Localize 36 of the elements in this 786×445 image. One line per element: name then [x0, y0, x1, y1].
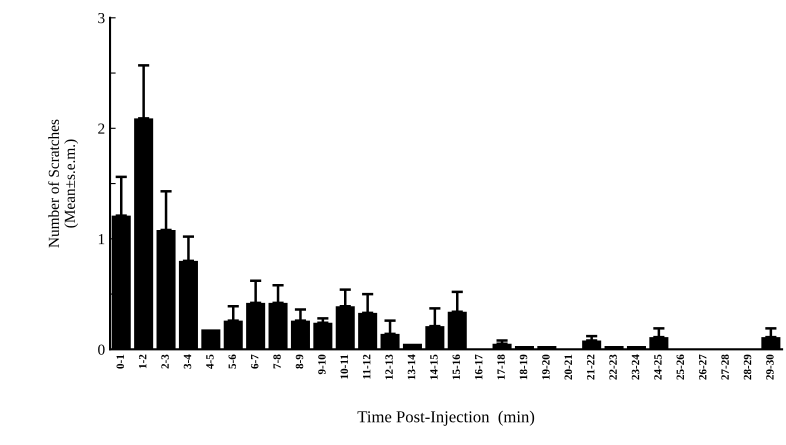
- y-tick-label: 1: [98, 234, 104, 244]
- y-tick-label: 2: [98, 123, 104, 134]
- x-tick-label: 8-9: [296, 354, 304, 369]
- x-tick-label: 13-14: [408, 354, 416, 380]
- x-tick-label: 26-27: [698, 354, 706, 380]
- x-tick-label: 6-7: [250, 354, 258, 369]
- x-tick-label: 3-4: [184, 354, 192, 369]
- x-tick-label: 2-3: [161, 354, 169, 369]
- x-tick-label: 12-13: [385, 354, 393, 380]
- x-tick-label: 25-26: [676, 354, 684, 380]
- x-tick-label: 20-21: [564, 354, 572, 380]
- x-tick-label: 27-28: [721, 354, 729, 380]
- y-tick-label: 0: [98, 344, 105, 355]
- x-tick-label: 17-18: [497, 354, 505, 380]
- x-tick-label: 1-2: [138, 354, 146, 368]
- x-tick-label: 24-25: [654, 354, 662, 380]
- x-tick-label: 0-1: [116, 354, 124, 369]
- x-tick-label: 14-15: [430, 354, 438, 380]
- x-tick-label: 19-20: [542, 354, 550, 380]
- x-tick-label: 4-5: [206, 354, 214, 369]
- x-axis-title: Time Post-Injection (min): [358, 410, 534, 426]
- y-tick-label: 3: [98, 12, 105, 24]
- x-tick-label: 7-8: [273, 354, 281, 368]
- x-tick-label: 18-19: [520, 354, 528, 380]
- y-axis-title: Number of Scratches (Mean±s.e.m.): [48, 120, 78, 248]
- x-tick-label: 11-12: [362, 354, 370, 379]
- x-tick-label: 28-29: [744, 354, 752, 380]
- x-tick-label: 22-23: [609, 354, 617, 380]
- x-tick-label: 10-11: [340, 354, 348, 379]
- x-tick-label: 15-16: [452, 354, 460, 380]
- x-tick-label: 16-17: [474, 354, 482, 380]
- x-tick-label: 21-22: [586, 354, 594, 380]
- x-tick-label: 29-30: [766, 354, 774, 380]
- x-tick-label: 5-6: [228, 354, 236, 369]
- x-tick-label: 9-10: [318, 354, 326, 374]
- x-tick-label: 23-24: [632, 354, 640, 380]
